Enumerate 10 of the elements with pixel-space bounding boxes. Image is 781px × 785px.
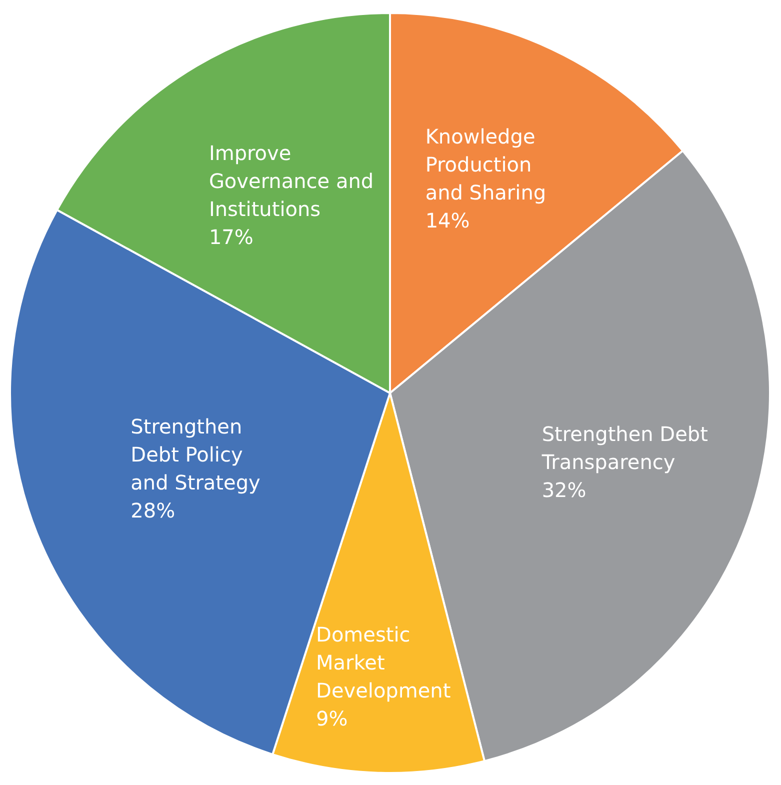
- data-label: 17%: [208, 225, 254, 250]
- data-label: 28%: [130, 498, 176, 522]
- slice-label: Domestic Market Development: [316, 622, 451, 702]
- slice-label: Knowledge Production and Sharing: [425, 124, 546, 204]
- slice-label: Strengthen Debt Transparency: [540, 422, 708, 474]
- slice-label: Improve Governance and Institutions: [208, 141, 374, 222]
- data-label: 9%: [316, 706, 348, 730]
- data-label: 14%: [425, 208, 470, 232]
- slice-label: Strengthen Debt Policy and Strategy: [130, 414, 261, 494]
- data-label: 32%: [542, 478, 586, 502]
